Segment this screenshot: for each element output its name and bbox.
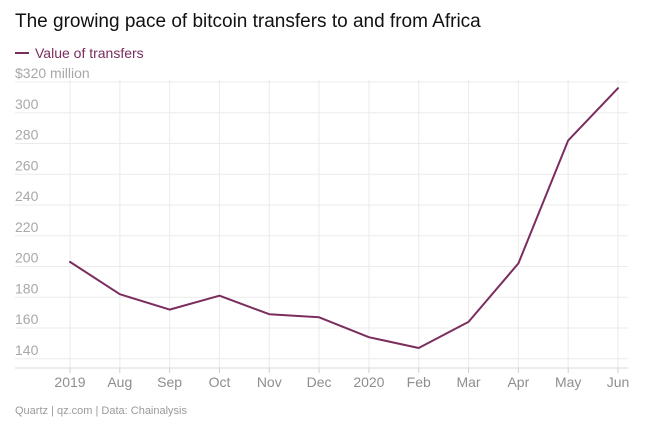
data-point [69,261,71,263]
y-tick-label: 240 [15,188,39,204]
data-point [268,313,270,315]
chart-title: The growing pace of bitcoin transfers to… [15,11,481,32]
series-line [69,87,619,349]
y-tick-label: 280 [15,127,39,143]
x-tick-label: 2019 [54,374,85,390]
x-tick-label: Aug [107,374,132,390]
data-point [517,262,519,264]
x-tick-label: May [555,374,581,390]
y-tick-label: 260 [15,157,39,173]
x-tick-label: Feb [407,374,431,390]
data-point [567,139,569,141]
x-tick-label: Oct [209,374,231,390]
data-point [468,321,470,323]
y-tick-label: 300 [15,96,39,112]
y-tick-label: 140 [15,342,39,358]
x-tick-label: Mar [456,374,480,390]
y-tick-label: 200 [15,250,39,266]
x-tick-label: 2020 [353,374,384,390]
data-point [368,336,370,338]
data-point [318,316,320,318]
legend: Value of transfers [15,45,144,61]
y-tick-label: 220 [15,219,39,235]
y-tick-label: 180 [15,280,39,296]
source-credit: Quartz | qz.com | Data: Chainalysis [15,405,187,417]
data-point [418,347,420,349]
data-point [617,87,619,89]
y-tick-label: 160 [15,311,39,327]
x-tick-label: Jun [607,374,630,390]
data-point [169,309,171,311]
data-point [119,293,121,295]
x-tick-label: Sep [157,374,182,390]
x-tick-label: Nov [257,374,282,390]
y-tick-label: $320 million [15,65,90,81]
data-point [218,295,220,297]
x-tick-label: Dec [307,374,332,390]
legend-swatch [15,52,29,54]
legend-label: Value of transfers [35,45,144,61]
x-tick-label: Apr [507,374,529,390]
